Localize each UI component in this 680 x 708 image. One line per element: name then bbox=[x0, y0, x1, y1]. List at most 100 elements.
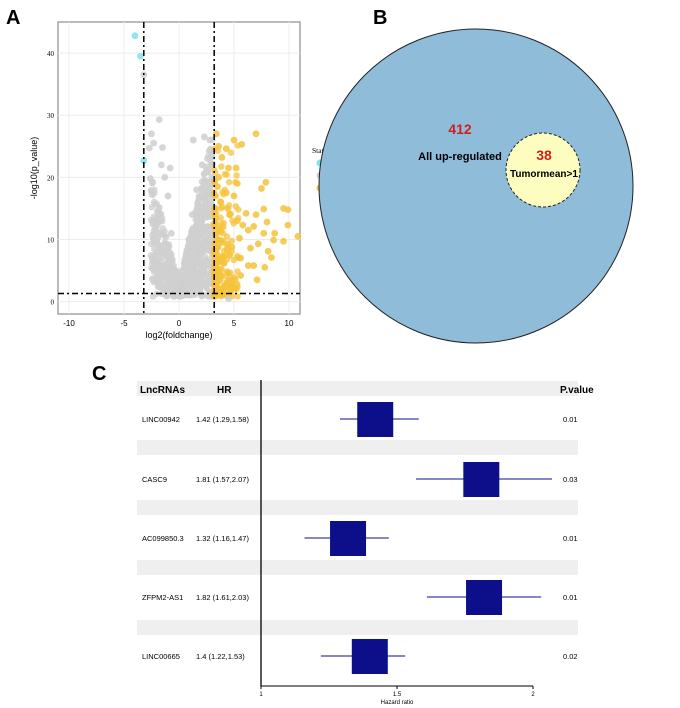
point-none bbox=[201, 179, 208, 187]
row-band bbox=[137, 500, 578, 515]
row-hr-text: 1.32 (1.16,1.47) bbox=[196, 534, 249, 543]
point-up bbox=[224, 268, 231, 276]
legend-title: State bbox=[312, 146, 328, 155]
hr-box bbox=[357, 402, 394, 437]
point-up bbox=[225, 164, 232, 172]
point-up bbox=[214, 183, 221, 191]
point-none bbox=[172, 275, 179, 282]
point-up bbox=[294, 232, 302, 240]
point-none bbox=[201, 281, 209, 288]
point-none bbox=[155, 116, 163, 123]
point-none bbox=[158, 161, 165, 169]
point-up bbox=[239, 221, 247, 229]
point-up bbox=[214, 284, 221, 292]
point-up bbox=[268, 254, 275, 261]
column-header-pvalue: P.value bbox=[560, 385, 594, 396]
set-count: 412 bbox=[448, 121, 472, 137]
row-hr-text: 1.42 (1.29,1.58) bbox=[196, 415, 249, 424]
point-none bbox=[166, 262, 173, 270]
point-up bbox=[263, 218, 271, 226]
point-up bbox=[233, 180, 241, 187]
point-none bbox=[225, 295, 232, 302]
row-name: CASC9 bbox=[142, 475, 167, 484]
point-up bbox=[284, 206, 292, 214]
point-up bbox=[211, 204, 219, 212]
x-tick-label: -5 bbox=[120, 319, 128, 328]
point-none bbox=[150, 239, 158, 246]
point-none bbox=[185, 236, 193, 243]
point-up bbox=[234, 293, 241, 300]
point-up bbox=[244, 262, 252, 269]
row-band bbox=[137, 560, 578, 575]
point-up bbox=[252, 211, 260, 218]
point-up bbox=[250, 223, 258, 230]
x-tick-label: 2 bbox=[531, 692, 535, 698]
point-none bbox=[165, 268, 173, 275]
point-none bbox=[151, 186, 158, 194]
x-axis-label: Hazard ratio bbox=[381, 700, 414, 706]
row-name: ZFPM2-AS1 bbox=[142, 593, 183, 602]
point-up bbox=[211, 222, 218, 229]
row-pvalue: 0.01 bbox=[563, 415, 578, 424]
point-none bbox=[182, 260, 190, 268]
point-none bbox=[151, 200, 158, 208]
point-none bbox=[145, 144, 153, 152]
point-up bbox=[230, 136, 238, 144]
point-none bbox=[180, 279, 187, 287]
column-header-lncrnas: LncRNAs bbox=[140, 385, 185, 396]
point-none bbox=[154, 211, 162, 218]
hr-box bbox=[351, 639, 388, 674]
column-header-hr: HR bbox=[217, 385, 232, 396]
y-tick-label: 40 bbox=[47, 50, 55, 58]
point-up bbox=[258, 185, 265, 192]
point-up bbox=[235, 206, 242, 213]
x-tick-label: 5 bbox=[232, 319, 237, 328]
point-none bbox=[202, 196, 210, 204]
point-none bbox=[193, 186, 201, 194]
x-tick-label: 0 bbox=[177, 319, 182, 328]
x-tick-label: 1 bbox=[259, 692, 263, 698]
point-none bbox=[204, 257, 212, 264]
point-up bbox=[238, 140, 246, 148]
point-none bbox=[153, 268, 161, 275]
point-none bbox=[150, 139, 158, 147]
row-name: LINC00942 bbox=[142, 415, 180, 424]
row-band bbox=[137, 381, 578, 396]
row-name: AC099850.3 bbox=[142, 534, 184, 543]
point-none bbox=[192, 222, 200, 229]
point-none bbox=[204, 191, 211, 198]
y-tick-label: 10 bbox=[47, 236, 55, 244]
point-down bbox=[131, 32, 139, 40]
point-none bbox=[190, 265, 198, 272]
point-none bbox=[164, 192, 172, 200]
point-none bbox=[172, 267, 180, 274]
point-none bbox=[151, 219, 159, 227]
set-circle-tumormean bbox=[505, 132, 581, 208]
set-circle-all-up-regulated bbox=[318, 28, 634, 344]
point-none bbox=[161, 173, 169, 181]
point-up bbox=[217, 266, 224, 273]
point-none bbox=[204, 168, 212, 175]
point-none bbox=[160, 243, 167, 251]
point-none bbox=[150, 230, 157, 237]
point-none bbox=[195, 192, 203, 200]
row-pvalue: 0.02 bbox=[563, 652, 578, 661]
point-up bbox=[220, 259, 228, 267]
point-up bbox=[233, 172, 240, 179]
point-none bbox=[199, 184, 206, 191]
y-tick-label: 0 bbox=[51, 299, 55, 307]
point-up bbox=[219, 223, 227, 231]
point-none bbox=[203, 224, 210, 231]
point-none bbox=[200, 133, 208, 141]
point-up bbox=[236, 234, 243, 242]
point-up bbox=[222, 145, 230, 153]
y-tick-label: 20 bbox=[47, 174, 55, 182]
point-down bbox=[140, 157, 148, 164]
point-none bbox=[192, 227, 200, 234]
point-none bbox=[192, 272, 199, 279]
point-none bbox=[154, 283, 162, 291]
point-none bbox=[184, 283, 192, 291]
point-none bbox=[157, 218, 164, 225]
row-band bbox=[137, 620, 578, 635]
point-up bbox=[211, 229, 219, 237]
